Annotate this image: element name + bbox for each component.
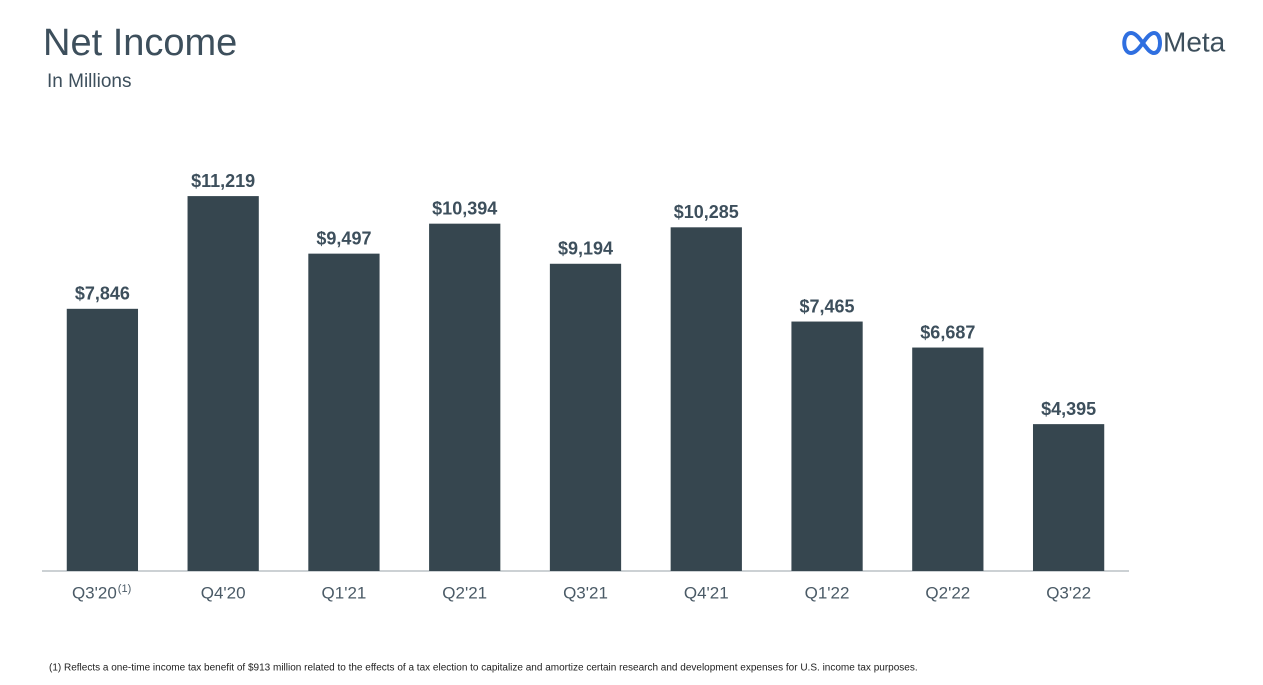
x-tick-label: Q1'22 — [805, 583, 850, 602]
logo: Meta — [1122, 26, 1226, 57]
chart-subtitle: In Millions — [47, 71, 131, 92]
logo-icon — [1122, 30, 1162, 56]
x-tick-label: Q2'21 — [442, 583, 487, 602]
footnote: (1) Reflects a one-time income tax benef… — [49, 663, 918, 674]
bar — [429, 223, 501, 571]
x-tick-label: Q3'21 — [563, 583, 608, 602]
bar — [308, 253, 380, 572]
data-label: $7,465 — [800, 296, 855, 316]
logo-text: Meta — [1163, 26, 1226, 57]
x-tick-label: Q1'21 — [322, 583, 367, 602]
data-label: $10,394 — [432, 198, 497, 218]
bar — [66, 308, 139, 571]
x-tick-label: Q2'22 — [925, 583, 970, 602]
bar — [912, 347, 984, 571]
data-label: $11,219 — [191, 171, 255, 191]
x-tick-label: Q3'20 — [72, 583, 117, 602]
chart-title: Net Income — [43, 22, 237, 64]
x-tick-label: Q4'21 — [684, 583, 729, 602]
data-label: $7,846 — [75, 284, 130, 304]
bar — [549, 263, 622, 571]
data-label: $10,285 — [674, 202, 739, 222]
bar — [791, 321, 863, 571]
data-label: $4,395 — [1041, 399, 1096, 419]
data-label: $9,194 — [558, 239, 613, 259]
bar — [670, 227, 742, 572]
x-tick-label: Q4'20 — [201, 583, 246, 602]
data-label: $6,687 — [920, 322, 975, 342]
data-label: $9,497 — [316, 228, 371, 248]
bar — [1032, 424, 1105, 571]
footnote-marker: (1) — [118, 583, 131, 595]
x-tick-label: Q3'22 — [1046, 583, 1091, 602]
bar — [187, 196, 259, 571]
